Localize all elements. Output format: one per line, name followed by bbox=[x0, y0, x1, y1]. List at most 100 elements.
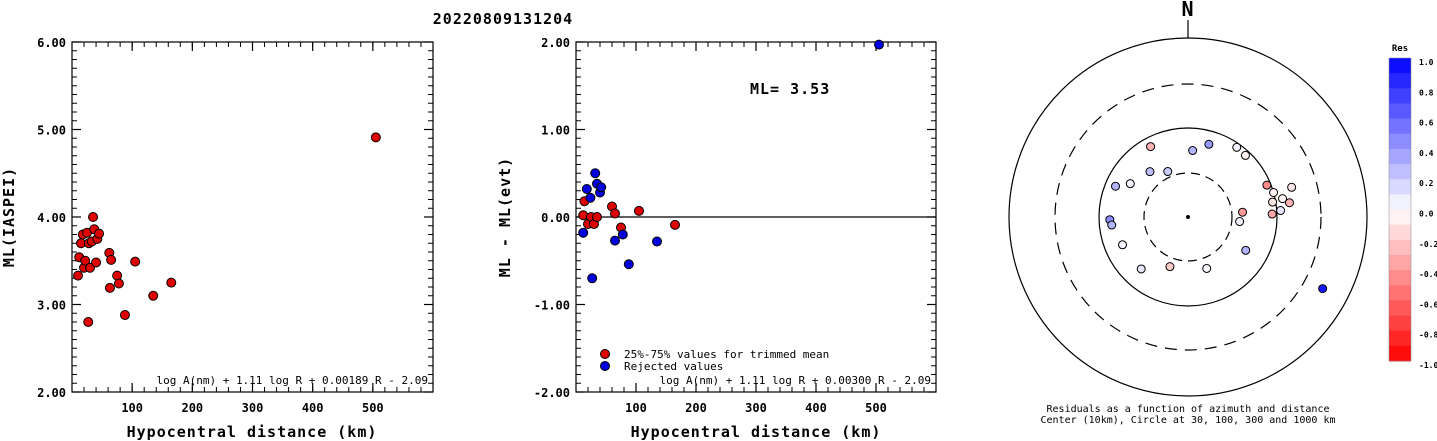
y-tick-label: 6.00 bbox=[37, 36, 66, 50]
colorbar-tick-label: 0.4 bbox=[1419, 149, 1434, 158]
colorbar-cell bbox=[1389, 118, 1411, 135]
colorbar-cell bbox=[1389, 224, 1411, 241]
colorbar-cell bbox=[1389, 194, 1411, 210]
x-tick-label: 300 bbox=[745, 401, 767, 415]
station-ml-point bbox=[106, 254, 117, 265]
colorbar-cell bbox=[1389, 345, 1411, 362]
colorbar-tick-label: -0.6 bbox=[1419, 300, 1437, 309]
plot2-ylabel: ML - ML(evt) bbox=[496, 157, 514, 277]
plot2-formula: log A(nm) + 1.11 log R + 0.00300 R - 2.0… bbox=[659, 374, 931, 387]
legend-rejected-marker bbox=[600, 361, 610, 371]
map-title: Residuals as a function of azimuth and d… bbox=[1047, 404, 1330, 415]
station-residual-point bbox=[1240, 150, 1250, 160]
y-tick-label: -2.00 bbox=[534, 386, 570, 400]
y-tick-label: 3.00 bbox=[37, 299, 66, 313]
residual-colorbar: Res 1.0 0.8 0.6 0.4 0.2 0.0 -0.2 -0.4 -0.6 -0.8 -1… bbox=[1388, 44, 1437, 370]
x-tick-label: 400 bbox=[302, 401, 324, 415]
station-residual-point bbox=[1267, 209, 1277, 219]
colorbar-cell bbox=[1389, 179, 1411, 195]
legend-trimmed-marker bbox=[600, 349, 610, 359]
x-tick-label: 300 bbox=[242, 401, 264, 415]
station-ml-point bbox=[148, 290, 159, 301]
station-residual-point bbox=[1268, 197, 1278, 207]
colorbar-tick-label: -0.2 bbox=[1419, 240, 1437, 249]
station-residual-point bbox=[1278, 194, 1288, 204]
station-residual-point bbox=[1111, 181, 1121, 191]
station-ml-point bbox=[83, 317, 94, 327]
station-residual-point bbox=[1165, 262, 1175, 272]
station-residual-point bbox=[1287, 182, 1297, 192]
trimmed-point bbox=[610, 208, 620, 219]
colorbar-cell bbox=[1389, 148, 1411, 165]
colorbar-cell bbox=[1389, 164, 1411, 180]
x-tick-label: 200 bbox=[181, 401, 203, 415]
colorbar-tick-label: 0.6 bbox=[1419, 119, 1434, 128]
station-residual-point bbox=[1235, 217, 1245, 227]
rejected-point bbox=[590, 168, 601, 179]
station-residual-point bbox=[1202, 263, 1212, 273]
colorbar-tick-label: -1.0 bbox=[1419, 361, 1437, 370]
plot1-xlabel: Hypocentral distance (km) bbox=[127, 423, 378, 441]
y-tick-label: 2.00 bbox=[37, 386, 66, 400]
rejected-point bbox=[652, 236, 662, 247]
x-tick-label: 100 bbox=[625, 401, 647, 415]
ml-iaspei-plot: 100 200 300 400 500 2.00 3.00 4.00 5.00 6.00 log … bbox=[0, 36, 434, 441]
station-ml-point bbox=[91, 257, 102, 268]
x-tick-label: 500 bbox=[865, 401, 887, 415]
colorbar-cell bbox=[1389, 58, 1411, 74]
station-residual-point bbox=[1125, 179, 1135, 189]
x-tick-label: 200 bbox=[685, 401, 707, 415]
colorbar-cell bbox=[1389, 133, 1411, 150]
station-ml-point bbox=[370, 132, 381, 143]
station-residual-point bbox=[1145, 167, 1155, 177]
station-residual-point bbox=[1276, 206, 1286, 216]
station-ml-point bbox=[113, 278, 124, 289]
colorbar-cell bbox=[1389, 315, 1411, 332]
station-ml-point bbox=[166, 277, 177, 288]
station-ml-point bbox=[88, 212, 99, 222]
station-residual-point bbox=[1238, 207, 1248, 217]
y-tick-label: 5.00 bbox=[37, 124, 66, 138]
y-tick-label: 4.00 bbox=[37, 211, 66, 225]
colorbar-frame bbox=[1388, 57, 1412, 362]
station-residual-point bbox=[1232, 142, 1242, 152]
ml-annotation: ML= 3.53 bbox=[750, 80, 830, 98]
azimuth-residual-map: N Residuals as a function of azimuth and… bbox=[1008, 0, 1368, 426]
station-ml-point bbox=[80, 255, 91, 266]
rejected-point bbox=[617, 229, 628, 240]
station-residual-point bbox=[1269, 187, 1279, 197]
colorbar-title: Res bbox=[1392, 44, 1408, 54]
y-tick-label: 0.00 bbox=[541, 211, 570, 225]
trimmed-point bbox=[592, 212, 602, 222]
x-tick-label: 400 bbox=[805, 401, 827, 415]
station-ml-point bbox=[119, 310, 130, 320]
rejected-point bbox=[874, 39, 884, 50]
ml-residual-plot: 100 200 300 400 500 -2.00 -1.00 0.00 1.00 2.00 ML… bbox=[496, 36, 937, 441]
colorbar-tick-label: -0.4 bbox=[1419, 270, 1437, 279]
trimmed-point bbox=[670, 219, 680, 230]
station-residual-point bbox=[1163, 167, 1173, 177]
rejected-point bbox=[587, 273, 598, 284]
rejected-point bbox=[596, 182, 607, 193]
colorbar-cell bbox=[1389, 285, 1411, 301]
plot1-frame bbox=[71, 41, 434, 393]
colorbar-tick-label: -0.8 bbox=[1419, 331, 1437, 340]
ring-100km bbox=[1098, 127, 1278, 307]
rejected-point bbox=[578, 227, 589, 238]
plot1-ylabel: ML(IASPEI) bbox=[0, 167, 18, 267]
y-tick-label: 2.00 bbox=[541, 36, 570, 50]
y-tick-label: 1.00 bbox=[541, 124, 570, 138]
colorbar-cell bbox=[1389, 209, 1411, 226]
colorbar-cell bbox=[1389, 254, 1411, 271]
station-ml-point bbox=[130, 256, 141, 267]
colorbar-cell bbox=[1389, 103, 1411, 120]
station-residual-point bbox=[1188, 146, 1198, 156]
rejected-point bbox=[610, 235, 620, 246]
ring-300km bbox=[1054, 83, 1322, 351]
ring-1000km bbox=[1008, 37, 1368, 397]
station-residual-point bbox=[1262, 180, 1272, 190]
colorbar-cell bbox=[1389, 88, 1411, 104]
station-residual-point bbox=[1204, 139, 1214, 149]
station-residual-point bbox=[1136, 264, 1146, 274]
